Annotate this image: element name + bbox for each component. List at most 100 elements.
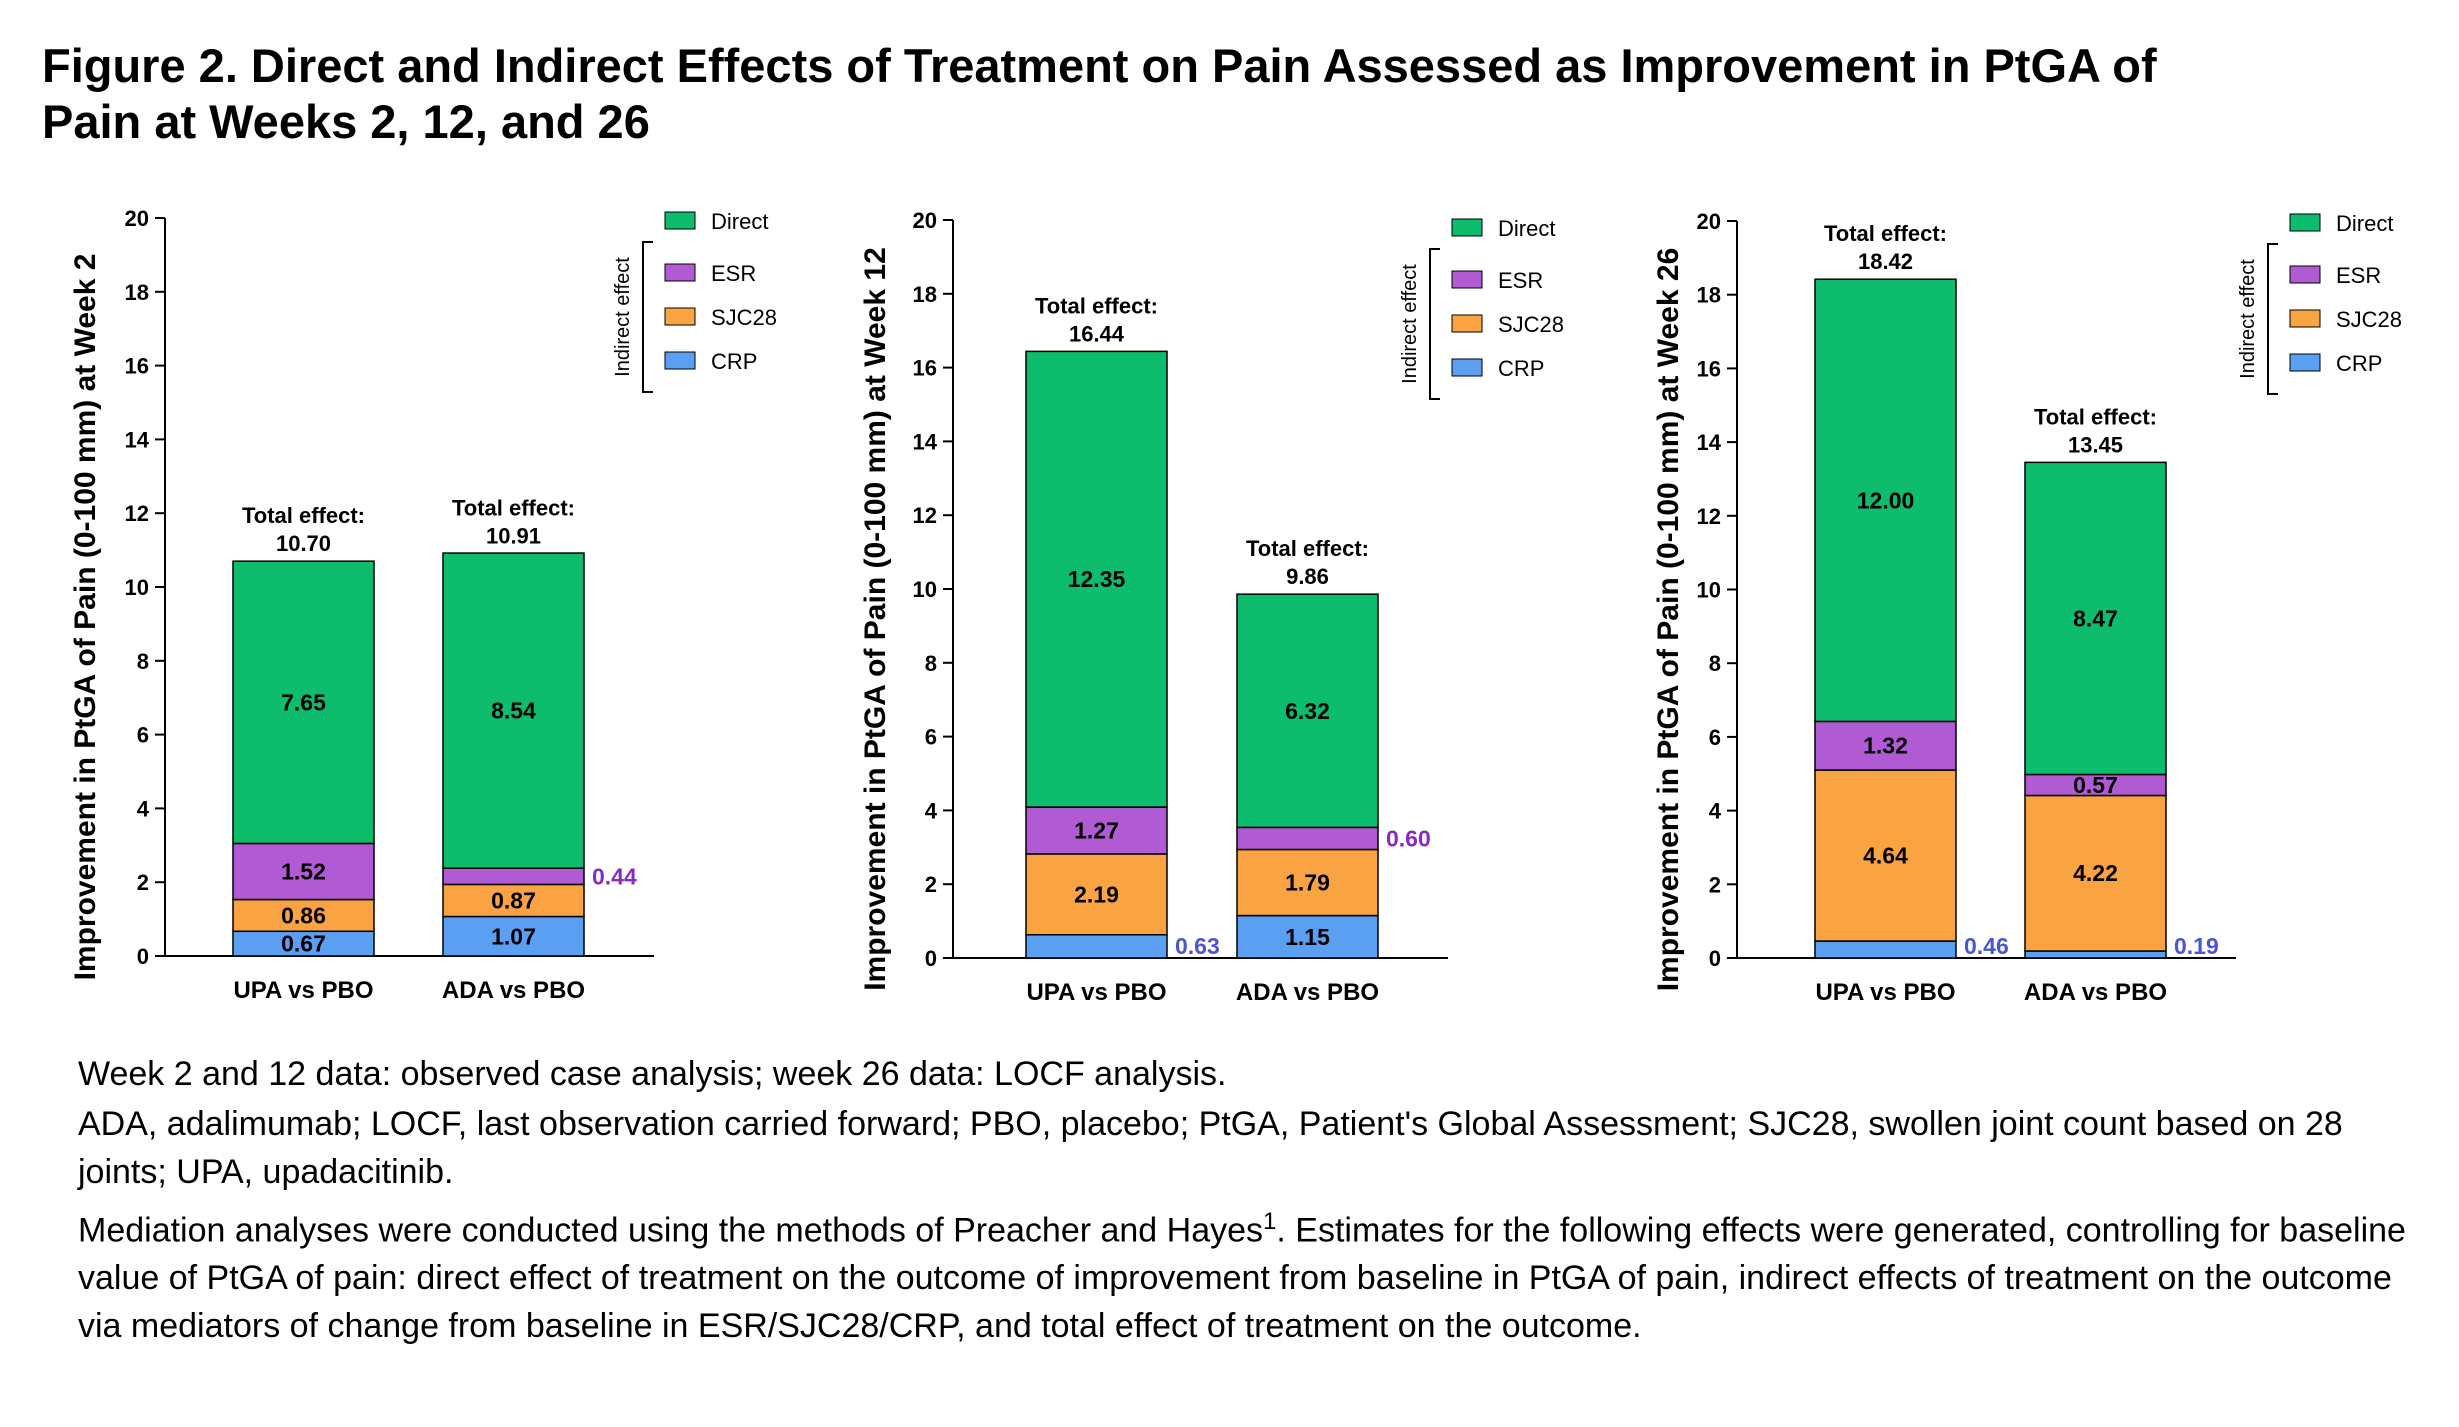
legend-swatch-crp xyxy=(1451,358,1483,377)
bar-segment-sjc28 xyxy=(1025,853,1168,936)
footnote-1: Week 2 and 12 data: observed case analys… xyxy=(78,1055,1227,1093)
y-tick-label: 8 xyxy=(137,649,149,674)
legend-swatch-direct xyxy=(664,211,696,230)
legend: Direct ESR SJC28 CRP Indirect effect xyxy=(1399,216,1564,400)
y-tick-label: 20 xyxy=(1697,209,1721,234)
value-label-crp: 0.46 xyxy=(1964,933,2009,959)
bar-segment-esr xyxy=(1025,806,1168,855)
bar-segment-sjc28 xyxy=(1814,769,1957,942)
bar-segment-direct xyxy=(2024,461,2167,776)
footnote-reference: 1 xyxy=(1263,1208,1277,1235)
legend-label-crp: CRP xyxy=(2336,351,2382,376)
y-tick-label: 18 xyxy=(913,282,937,307)
value-label-direct: 8.54 xyxy=(491,698,536,724)
legend-label-esr: ESR xyxy=(1498,268,1543,293)
bar-segment-crp xyxy=(2024,950,2167,959)
y-tick-label: 4 xyxy=(925,798,938,823)
value-label-esr: 0.57 xyxy=(2073,772,2118,798)
legend-bracket-label: Indirect effect xyxy=(612,257,634,377)
total-effect-label: Total effect: xyxy=(452,495,575,520)
bar-segment-crp xyxy=(442,915,585,957)
value-label-sjc28: 2.19 xyxy=(1074,881,1119,907)
value-label-sjc28: 4.22 xyxy=(2073,860,2118,886)
legend-swatch-esr xyxy=(664,263,696,282)
total-effect-value: 9.86 xyxy=(1286,564,1329,589)
value-label-esr: 1.27 xyxy=(1074,818,1119,844)
bar-segment-esr xyxy=(232,842,375,901)
y-axis-title: Improvement in PtGA of Pain (0-100 mm) a… xyxy=(859,247,892,991)
y-tick-label: 16 xyxy=(913,356,937,381)
chart-panel-3: 0 2 4 6 8 10 12 14 16 18 20 Improvement in PtGA of … xyxy=(1652,209,2402,1006)
value-label-direct: 6.32 xyxy=(1285,698,1330,724)
y-tick-label: 6 xyxy=(1709,725,1721,750)
y-tick-label: 18 xyxy=(1697,283,1721,308)
value-label-crp: 0.19 xyxy=(2174,933,2219,959)
legend-swatch-sjc28 xyxy=(1451,314,1483,333)
category-label: ADA vs PBO xyxy=(2024,979,2167,1006)
legend-label-sjc28: SJC28 xyxy=(711,305,777,330)
bar-segment-sjc28 xyxy=(232,898,375,933)
value-label-crp: 1.15 xyxy=(1285,924,1330,950)
bar-1: 0.63 2.19 1.27 12.35 Total effect: 16.44 xyxy=(1025,293,1220,959)
y-tick-label: 2 xyxy=(1709,872,1721,897)
total-effect-value: 18.42 xyxy=(1858,249,1913,274)
bar-segment-sjc28 xyxy=(2024,794,2167,952)
legend-label-sjc28: SJC28 xyxy=(1498,312,1564,337)
figure-title-line-2: Pain at Weeks 2, 12, and 26 xyxy=(42,95,650,148)
bar-1: 0.67 0.86 1.52 7.65 Total effect: 10.70 xyxy=(232,503,375,957)
legend-swatch-crp xyxy=(664,351,696,370)
value-label-sjc28: 0.87 xyxy=(491,887,536,913)
y-tick-label: 16 xyxy=(125,354,149,379)
category-label: UPA vs PBO xyxy=(1815,979,1955,1006)
y-axis-title: Improvement in PtGA of Pain (0-100 mm) a… xyxy=(69,254,102,981)
y-tick-label: 20 xyxy=(913,208,937,233)
bar-segment-direct xyxy=(442,552,585,869)
bar-segment-direct xyxy=(1236,593,1379,829)
y-tick-label: 2 xyxy=(925,872,937,897)
total-effect-label: Total effect: xyxy=(1035,293,1158,318)
total-effect-label: Total effect: xyxy=(2034,404,2157,429)
value-label-sjc28: 0.86 xyxy=(281,902,326,928)
bar-2: 1.15 1.79 0.60 6.32 Total effect: 9.86 xyxy=(1236,536,1431,959)
y-tick-label: 0 xyxy=(137,944,149,969)
legend-label-esr: ESR xyxy=(2336,263,2381,288)
y-tick-label: 16 xyxy=(1697,356,1721,381)
y-tick-label: 4 xyxy=(137,796,150,821)
legend-swatch-sjc28 xyxy=(2289,309,2321,328)
value-label-esr: 1.52 xyxy=(281,858,326,884)
bar-segment-esr xyxy=(442,867,585,886)
y-axis-title: Improvement in PtGA of Pain (0-100 mm) a… xyxy=(1652,248,1685,992)
y-tick-label: 10 xyxy=(913,577,937,602)
y-tick-label: 18 xyxy=(125,280,149,305)
legend-bracket-label: Indirect effect xyxy=(1399,264,1421,384)
total-effect-value: 10.91 xyxy=(486,523,541,548)
legend-label-direct: Direct xyxy=(1498,216,1555,241)
legend-label-direct: Direct xyxy=(711,209,768,234)
footnotes: Week 2 and 12 data: observed case analys… xyxy=(78,1050,2408,1352)
footnote-3-part-1: Mediation analyses were conducted using … xyxy=(78,1211,1264,1250)
legend: Direct ESR SJC28 CRP Indirect effect xyxy=(2237,211,2402,395)
chart-panel-1: 0 2 4 6 8 10 12 14 16 18 20 Improvement in PtGA of … xyxy=(69,206,777,1004)
y-tick-label: 10 xyxy=(1697,578,1721,603)
y-tick-label: 6 xyxy=(137,723,149,748)
chart-panel-2: 0 2 4 6 8 10 12 14 16 18 20 Improvement in PtGA of … xyxy=(859,208,1564,1006)
y-tick-label: 10 xyxy=(125,575,149,600)
y-tick-label: 14 xyxy=(913,429,938,454)
value-label-crp: 0.63 xyxy=(1175,933,1220,959)
category-label: UPA vs PBO xyxy=(1026,979,1166,1006)
legend-bracket xyxy=(2267,243,2278,395)
value-label-esr: 0.44 xyxy=(592,863,637,889)
y-tick-label: 12 xyxy=(913,503,937,528)
legend-swatch-esr xyxy=(2289,265,2321,284)
bar-segment-direct xyxy=(1814,278,1957,723)
footnote-3-part-2: . Estimates for the following effects we… xyxy=(78,1211,2406,1346)
bar-segment-direct xyxy=(232,560,375,845)
legend-bracket xyxy=(642,241,653,393)
y-tick-label: 14 xyxy=(1697,430,1722,455)
y-tick-label: 2 xyxy=(137,870,149,895)
legend-swatch-direct xyxy=(2289,213,2321,232)
bar-segment-crp xyxy=(1814,940,1957,959)
legend-label-crp: CRP xyxy=(1498,356,1544,381)
legend-label-sjc28: SJC28 xyxy=(2336,307,2402,332)
total-effect-value: 16.44 xyxy=(1069,321,1125,346)
